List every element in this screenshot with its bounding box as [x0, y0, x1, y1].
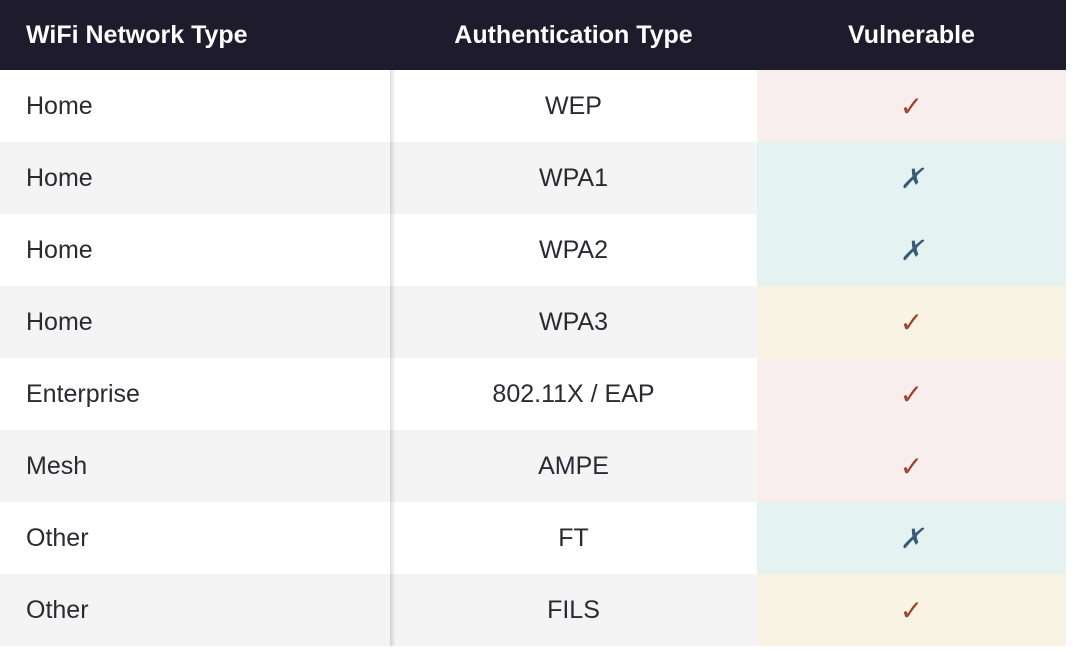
vulnerable-mark: ✓ — [757, 358, 1066, 430]
vulnerable-mark: ✗ — [757, 214, 1066, 286]
network-type: Enterprise — [26, 379, 140, 408]
network-type: Other — [0, 574, 390, 646]
auth-type: FILS — [390, 574, 757, 646]
auth-type: 802.11X / EAP — [390, 358, 757, 430]
table-row: Home WPA1 ✗ — [0, 142, 1066, 214]
network-type: Home — [26, 91, 93, 120]
table-row: Home WEP ✓ — [0, 70, 1066, 142]
column-header: WiFi Network Type — [0, 0, 390, 70]
column-header: Authentication Type — [390, 0, 757, 70]
table-row: Home WPA3 ✓ — [0, 286, 1066, 358]
auth-type: WPA1 — [390, 142, 757, 214]
table-header: WiFi Network Type Authentication Type Vu… — [0, 0, 1066, 70]
network-type: Home — [26, 235, 93, 264]
table-row: Mesh AMPE ✓ — [0, 430, 1066, 502]
network-type: Home — [0, 286, 390, 358]
table-body: Home WEP ✓ Home WPA1 ✗ Home WPA2 ✗ Home WPA3 ✓ Enter… — [0, 70, 1066, 646]
vulnerable-mark: ✓ — [757, 574, 1066, 646]
auth-type: WPA2 — [390, 214, 757, 286]
column-header: Vulnerable — [757, 0, 1066, 70]
auth-type: FT — [390, 502, 757, 574]
table-row: Home WPA2 ✗ — [0, 214, 1066, 286]
network-type: Other — [26, 523, 89, 552]
auth-type: WPA3 — [390, 286, 757, 358]
network-type: Mesh — [0, 430, 390, 502]
vulnerable-mark: ✓ — [757, 70, 1066, 142]
vulnerable-mark: ✗ — [757, 142, 1066, 214]
network-type: Home — [0, 142, 390, 214]
table-row: Enterprise 802.11X / EAP ✓ — [0, 358, 1066, 430]
vulnerable-mark: ✓ — [757, 430, 1066, 502]
table-row: Other FT ✗ — [0, 502, 1066, 574]
header-row: WiFi Network Type Authentication Type Vu… — [0, 0, 1066, 70]
table-row: Other FILS ✓ — [0, 574, 1066, 646]
vulnerable-mark: ✓ — [757, 286, 1066, 358]
vulnerable-mark: ✗ — [757, 502, 1066, 574]
auth-type: WEP — [390, 70, 757, 142]
auth-type: AMPE — [390, 430, 757, 502]
